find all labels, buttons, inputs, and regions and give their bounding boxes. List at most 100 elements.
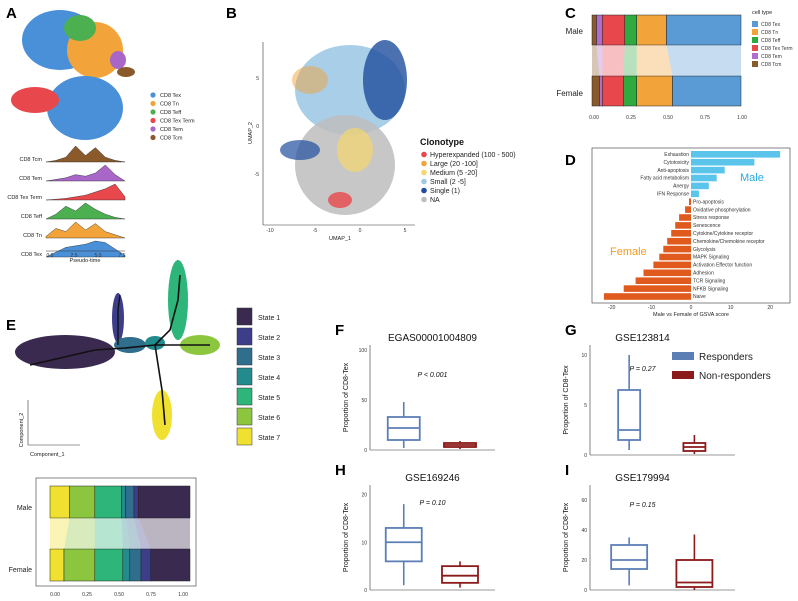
c-bar-cd8-tex-term <box>602 75 624 107</box>
e-flow-state-1 <box>138 518 190 549</box>
e-bar-state-2 <box>140 548 152 582</box>
b-x-tick: 0 <box>359 228 362 234</box>
e-bar-state-7 <box>49 485 70 519</box>
c-flow-cd8-tcm <box>592 45 600 76</box>
d-male-label: Male <box>740 172 764 184</box>
d-bar-label: Naive <box>693 294 706 300</box>
e-bar-state-6 <box>63 548 96 582</box>
e-flow-state-4 <box>121 518 130 549</box>
panel-letter-d: D <box>565 152 576 169</box>
a-legend-swatch <box>150 100 156 107</box>
i-box-non-responders <box>675 559 714 588</box>
b-x-tick: -10 <box>266 228 273 234</box>
d-bar-label: TCR Signaling <box>693 278 725 284</box>
d-female-label: Female <box>610 246 647 258</box>
e-ylabel: Component_2 <box>19 413 25 448</box>
d-bar <box>691 190 699 198</box>
panel-letter-e: E <box>6 317 16 334</box>
e-trajectory-branch-up <box>117 294 121 345</box>
e-state-label: State 5 <box>258 395 280 402</box>
b-x-tick: -5 <box>313 228 318 234</box>
b-legend-swatch <box>421 196 427 203</box>
d-bar <box>691 174 717 182</box>
e-flow-state-2 <box>134 518 151 549</box>
c-x-tick: 0.75 <box>700 115 710 121</box>
a-x-tick: 7.5 <box>119 253 126 259</box>
b-xlabel: UMAP_1 <box>329 236 351 242</box>
b-cloud-single <box>363 40 407 120</box>
b-y-tick: 0 <box>256 124 259 130</box>
e-state-swatch <box>236 347 253 366</box>
d-x-tick: -20 <box>608 305 615 311</box>
d-bar <box>603 293 691 300</box>
a-ridge-label: CD8 Tex Term <box>7 195 42 201</box>
d-x-tick: 10 <box>728 305 734 311</box>
c-bar-cd8-tcm <box>591 14 597 46</box>
a-ridgeline-plot: CD8 Tcm CD8 Tem CD8 Tex Term CD8 Teff CD8 Tn… <box>7 145 126 258</box>
h-title: GSE169246 <box>405 473 460 484</box>
h-y-tick: 0 <box>364 588 367 594</box>
c-x-tick: 1.00 <box>737 115 747 121</box>
b-cloud-large <box>292 66 328 94</box>
a-legend: CD8 Tex CD8 Tn CD8 Teff CD8 Tex Term CD8 Tem… <box>150 92 195 142</box>
a-ridge-label: CD8 Tcm <box>19 157 42 163</box>
b-ylabel: UMAP_2 <box>248 122 254 144</box>
d-xlabel: Male vs Female of GSVA score <box>653 312 729 318</box>
c-bar-cd8-teff <box>623 75 637 107</box>
a-legend-label: CD8 Tem <box>160 127 183 133</box>
c-bar-cd8-tex <box>666 14 742 46</box>
a-legend-label: CD8 Tcm <box>160 136 183 142</box>
h-pvalue: P = 0.10 <box>419 500 445 507</box>
c-x-tick: 0.00 <box>589 115 599 121</box>
e-state-label: State 6 <box>258 415 280 422</box>
d-bar-label: Activation Effector function <box>693 263 752 269</box>
a-ridge-cd8-tem <box>45 164 126 182</box>
e-x-tick: 0.25 <box>82 592 92 598</box>
c-legend-swatch <box>752 21 758 27</box>
d-bar <box>663 245 691 253</box>
d-bar-label: Adhesion <box>693 271 714 277</box>
a-ridge-cd8-tex-term <box>45 183 126 201</box>
e-bar-state-6 <box>69 485 96 519</box>
c-flow-cd8-tn <box>636 45 673 76</box>
a-x-tick: 2.5 <box>71 253 78 259</box>
d-bar-label: Oxidative phosphorylation <box>693 207 751 213</box>
d-bar-label: Anti-apoptosis <box>657 168 689 174</box>
b-legend-label: Large (20 -100] <box>430 161 478 168</box>
a-xlabel: Pseudo-time <box>70 258 101 264</box>
g-title: GSE123814 <box>615 333 670 344</box>
a-blob-tcm <box>117 67 135 77</box>
c-legend-swatch <box>752 37 758 43</box>
e-flow-state-7 <box>50 518 70 549</box>
d-bar-label: Glycolysis <box>693 247 716 253</box>
f-y-tick: 0 <box>364 448 367 454</box>
a-blob-tex-term <box>11 87 59 113</box>
e-bar-state-2 <box>133 485 139 519</box>
f-ylabel: Proportion of CD8-Tex <box>343 362 350 432</box>
e-state-swatch <box>236 427 253 446</box>
panel-a: CD8 Tex CD8 Tn CD8 Teff CD8 Tex Term CD8 Tem… <box>7 10 195 264</box>
d-bar-label: Cytokine/Cytokine receptor <box>693 231 753 237</box>
d-bar-label: Fatty acid metabolism <box>640 176 689 182</box>
c-bar-cd8-tem <box>596 14 603 46</box>
e-state-swatch <box>236 367 253 386</box>
a-ridge-label: CD8 Tex <box>21 252 42 258</box>
e-bar-state-1 <box>137 485 191 519</box>
d-bar <box>675 222 691 229</box>
panel-letter-i: I <box>565 462 569 479</box>
i-ylabel: Proportion of CD8-Tex <box>563 502 570 572</box>
a-blob-teff <box>64 15 96 41</box>
d-bar-label: MAPK Signaling <box>693 255 729 261</box>
b-x-ticks: -10 -5 0 5 <box>266 228 406 234</box>
d-bar-label: Pro-apoptosis <box>693 199 724 205</box>
c-legend-title: cell type <box>752 10 772 16</box>
i-box-responders <box>610 544 649 570</box>
c-category-labels: Male Female <box>556 27 583 98</box>
panel-letter-g: G <box>565 322 577 339</box>
b-y-tick: -5 <box>255 172 260 178</box>
a-x-tick: 5.0 <box>95 253 102 259</box>
e-x-tick: 0.50 <box>114 592 124 598</box>
d-bar <box>653 261 691 269</box>
a-x-ticks: 0.0 2.5 5.0 7.5 <box>47 253 126 259</box>
